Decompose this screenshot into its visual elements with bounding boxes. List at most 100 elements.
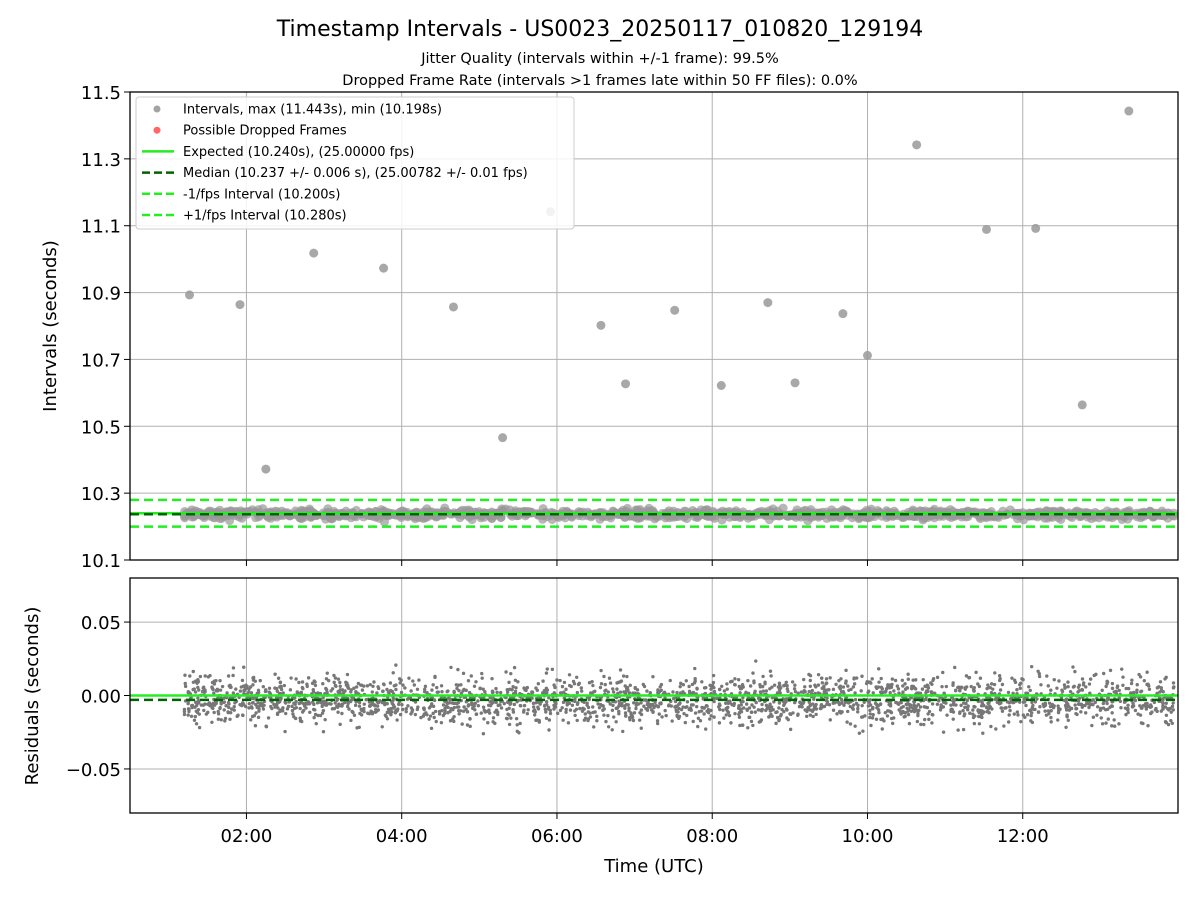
residual-point (387, 711, 391, 715)
intervals-y-tick-label: 11.5 (81, 83, 121, 104)
residual-point (965, 708, 970, 712)
residual-point (893, 678, 898, 683)
residual-point (460, 722, 464, 726)
residual-point (615, 687, 619, 691)
residual-point (1138, 704, 1142, 708)
residual-point (1029, 713, 1033, 718)
residual-point (792, 687, 797, 691)
residual-point (1019, 681, 1023, 685)
residual-point (218, 678, 222, 683)
residual-point (1159, 709, 1163, 713)
residual-point (668, 678, 672, 683)
residual-point (777, 681, 782, 685)
residual-point (685, 713, 689, 718)
residual-point (908, 705, 913, 709)
residual-point (210, 720, 214, 725)
residual-point (953, 665, 957, 670)
residual-point (346, 701, 350, 706)
residual-point (601, 708, 605, 712)
residual-point (357, 725, 361, 729)
residual-point (671, 696, 676, 701)
residual-point (191, 687, 195, 692)
residual-point (238, 689, 243, 693)
residual-point (890, 682, 894, 687)
residual-point (481, 705, 486, 709)
residual-point (972, 721, 977, 726)
residual-point (998, 688, 1003, 692)
interval-outlier-point (309, 248, 319, 258)
residual-point (462, 687, 466, 692)
residual-point (793, 690, 798, 694)
residual-point (231, 673, 235, 678)
residual-point (525, 685, 530, 690)
residual-point (718, 707, 722, 712)
residual-point (278, 685, 282, 689)
residual-point (505, 688, 509, 692)
residual-point (267, 686, 272, 690)
residual-point (289, 676, 293, 680)
residual-point (382, 682, 386, 687)
residual-point (857, 731, 862, 735)
intervals-y-tick-label: 10.3 (81, 484, 121, 505)
residual-point (1092, 673, 1096, 678)
residual-point (1080, 677, 1085, 681)
residual-point (222, 700, 226, 705)
residual-point (1066, 718, 1071, 722)
residual-point (391, 671, 395, 675)
residual-point (751, 723, 755, 728)
residual-point (890, 677, 895, 681)
residual-point (712, 715, 716, 719)
residual-point (827, 703, 832, 707)
residual-point (1012, 678, 1017, 682)
chart-subtitle-dropped: Dropped Frame Rate (intervals >1 frames … (342, 73, 857, 89)
residual-point (681, 683, 686, 687)
residual-point (918, 691, 923, 696)
residual-point (356, 681, 361, 686)
residual-point (812, 697, 816, 701)
residual-point (470, 702, 475, 706)
residual-point (245, 684, 249, 689)
residual-point (834, 682, 838, 687)
residual-point (490, 676, 494, 681)
residual-point (365, 684, 370, 688)
residual-point (372, 680, 376, 684)
residual-point (215, 689, 220, 693)
residual-point (906, 712, 911, 717)
interval-outlier-point (448, 302, 458, 312)
residual-point (427, 706, 432, 710)
residual-point (788, 727, 793, 732)
residual-point (332, 680, 336, 685)
residual-point (704, 703, 709, 708)
residual-point (606, 690, 611, 694)
residual-point (956, 685, 960, 690)
residual-point (789, 712, 793, 717)
residual-point (333, 701, 337, 705)
residual-point (457, 688, 461, 693)
residual-point (231, 691, 236, 695)
residual-point (294, 677, 298, 681)
residual-point (1099, 716, 1103, 720)
residual-point (391, 703, 396, 707)
residual-point (380, 725, 384, 729)
residual-point (728, 701, 732, 705)
residual-point (765, 706, 769, 711)
residual-point (959, 685, 964, 689)
residual-point (283, 729, 287, 734)
residual-point (323, 717, 327, 722)
residual-point (608, 681, 613, 685)
residual-point (627, 716, 632, 720)
residual-point (1144, 707, 1149, 711)
residual-point (603, 682, 607, 687)
residual-point (906, 709, 910, 713)
residual-point (531, 705, 536, 709)
residual-point (435, 685, 439, 690)
residual-point (231, 666, 236, 670)
residual-point (247, 706, 251, 710)
residual-point (978, 676, 983, 680)
residual-point (367, 712, 372, 716)
residual-point (385, 687, 389, 692)
residual-point (1101, 671, 1106, 676)
residual-point (808, 703, 813, 707)
residual-point (1025, 712, 1030, 717)
